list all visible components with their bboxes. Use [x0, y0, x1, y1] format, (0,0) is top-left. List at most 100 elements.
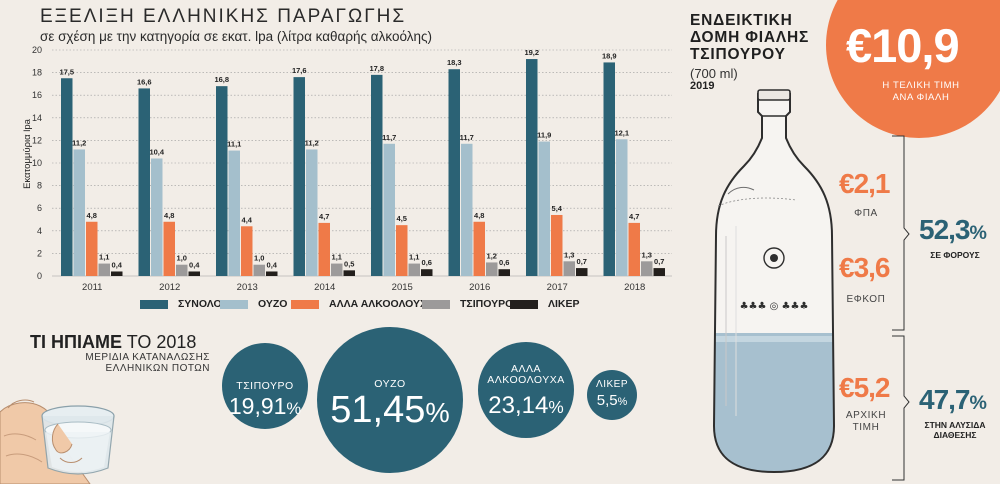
bottle-year: 2019	[690, 80, 715, 92]
legend-item-liker: ΛΙΚΕΡ	[510, 296, 580, 312]
bar-value-label: 10,4	[149, 147, 164, 156]
bar	[228, 150, 240, 276]
bar	[473, 221, 485, 276]
shot-glass-illustration	[0, 399, 115, 484]
bar	[331, 263, 343, 276]
bar	[86, 221, 98, 276]
bar	[563, 261, 575, 276]
liker-share-bubble: ΛΙΚΕΡ 5,5%	[587, 370, 637, 420]
initial-price-label: ΑΡΧΙΚΗ ΤΙΜΗ	[845, 410, 887, 433]
bar	[628, 222, 640, 276]
bar	[383, 143, 395, 276]
other-share-bubble: ΑΛΛΑ ΑΛΚΟΟΛΟΥΧΑ 23,14%	[478, 342, 574, 438]
legend-swatch-liker	[510, 299, 538, 309]
bar-value-label: 0,6	[422, 258, 432, 267]
bar-value-label: 1,1	[332, 253, 342, 262]
x-axis-ticks: 2011 2012 2013 2014 2015 2016 2017 2018	[82, 282, 645, 293]
legend-item-tsipouro: ΤΣΙΠΟΥΡΟ	[422, 296, 513, 312]
bar	[448, 69, 460, 277]
bar-value-label: 1,3	[642, 250, 652, 259]
bar-value-label: 19,2	[524, 48, 539, 57]
x-tick-label: 2015	[392, 282, 413, 293]
bar-value-label: 17,6	[292, 66, 307, 75]
bar	[253, 264, 265, 276]
bar-value-label: 11,2	[72, 138, 86, 147]
efkop-value: €3,6	[839, 252, 890, 283]
bar	[576, 268, 588, 276]
fpa-value: €2,1	[839, 168, 890, 199]
bar	[486, 262, 498, 276]
bar	[616, 139, 628, 276]
bar-value-label: 11,7	[382, 133, 396, 142]
bar-value-label: 0,7	[654, 257, 664, 266]
consumption-subtitle-line2: ΕΛΛΗΝΙΚΩΝ ΠΟΤΩΝ	[105, 363, 210, 374]
bar	[408, 263, 420, 276]
bar	[371, 74, 383, 276]
svg-text:♣♣♣ ◎ ♣♣♣: ♣♣♣ ◎ ♣♣♣	[740, 301, 809, 312]
ouzo-share-bubble: ΟΥΖΟ 51,45%	[317, 327, 463, 473]
price-brackets	[892, 135, 910, 481]
consumption-title-year: ΤΟ 2018	[126, 332, 197, 352]
bar-value-label: 0,5	[344, 259, 354, 268]
bar	[241, 226, 253, 276]
y-tick-label: 2	[37, 248, 42, 258]
legend-swatch-ouzo	[220, 299, 248, 309]
chart-title: ΕΞΕΛΙΞΗ ΕΛΛΗΝΙΚΗΣ ΠΑΡΑΓΩΓΗΣ	[40, 6, 407, 27]
bar-value-label: 5,4	[552, 204, 563, 213]
bar	[538, 141, 550, 276]
x-tick-label: 2017	[547, 282, 568, 293]
bar-value-label: 1,2	[487, 251, 497, 260]
y-axis-ticks: 0 2 4 6 8 10 12 14 16 18 20	[32, 45, 42, 281]
bar	[163, 221, 175, 276]
other-share-label: ΑΛΛΑ ΑΛΚΟΟΛΟΥΧΑ	[487, 363, 565, 386]
bar	[653, 268, 665, 276]
bar	[293, 77, 305, 277]
other-share-value: 23,14%	[488, 392, 564, 419]
chart-bars: 17,511,24,81,10,416,610,44,81,00,416,811…	[59, 48, 665, 277]
x-tick-label: 2011	[82, 282, 102, 293]
bar	[151, 158, 163, 276]
legend-swatch-tsipouro	[422, 299, 450, 309]
bar	[461, 143, 473, 276]
bar	[641, 261, 653, 276]
bar	[61, 78, 73, 276]
bar	[551, 214, 563, 276]
legend-item-other: ΑΛΛΑ ΑΛΚΟΟΛΟΥΧΑ	[291, 296, 435, 312]
bar	[73, 149, 85, 276]
x-tick-label: 2014	[314, 282, 335, 293]
legend-label-ouzo: ΟΥΖΟ	[258, 298, 288, 310]
chain-share-label: ΣΤΗΝ ΑΛΥΣΙΔΑ ΔΙΑΘΕΣΗΣ	[924, 420, 986, 440]
bar-chart: 0 2 4 6 8 10 12 14 16 18 20 Εκατομμύρια lpa 17,5 11…	[22, 45, 672, 293]
bar	[138, 88, 150, 276]
x-tick-label: 2018	[624, 282, 645, 293]
y-tick-label: 6	[37, 203, 42, 213]
y-tick-label: 4	[37, 226, 42, 236]
total-price-label: Η ΤΕΛΙΚΗ ΤΙΜΗ ΑΝΑ ΦΙΑΛΗ	[882, 80, 960, 103]
tsipouro-share-bubble: ΤΣΙΠΟΥΡΟ 19,91%	[222, 343, 308, 429]
bar-value-label: 4,7	[319, 212, 329, 221]
bar	[188, 271, 200, 276]
x-tick-label: 2013	[237, 282, 258, 293]
tax-share-value: 52,3%	[919, 214, 987, 245]
bar	[176, 264, 188, 276]
x-tick-label: 2012	[159, 282, 180, 293]
legend-swatch-total	[140, 299, 168, 309]
bar-value-label: 0,7	[577, 257, 587, 266]
bar	[498, 269, 510, 276]
legend-label-other: ΑΛΛΑ ΑΛΚΟΟΛΟΥΧΑ	[329, 298, 435, 310]
ouzo-share-value: 51,45%	[330, 389, 450, 431]
liker-share-value: 5,5%	[596, 392, 628, 409]
bar-value-label: 17,8	[369, 64, 384, 73]
consumption-subtitle: ΜΕΡΙΔΙΑ ΚΑΤΑΝΑΛΩΣΗΣ ΕΛΛΗΝΙΚΩΝ ΠΟΤΩΝ	[50, 352, 210, 374]
bar	[216, 86, 228, 276]
bar-value-label: 1,0	[177, 254, 187, 263]
x-tick-label: 2016	[469, 282, 490, 293]
bar-value-label: 18,3	[447, 58, 462, 67]
tax-share-label: ΣΕ ΦΟΡΟΥΣ	[930, 250, 980, 260]
tsipouro-share-value: 19,91%	[228, 393, 302, 419]
bottle-volume: (700 ml)	[690, 66, 738, 81]
consumption-title-bold: ΤΙ ΗΠΙΑΜΕ	[30, 332, 122, 352]
bar-value-label: 4,7	[629, 212, 639, 221]
consumption-subtitle-line1: ΜΕΡΙΔΙΑ ΚΑΤΑΝΑΛΩΣΗΣ	[85, 352, 210, 363]
consumption-title: ΤΙ ΗΠΙΑΜΕ ΤΟ 2018	[30, 332, 196, 353]
